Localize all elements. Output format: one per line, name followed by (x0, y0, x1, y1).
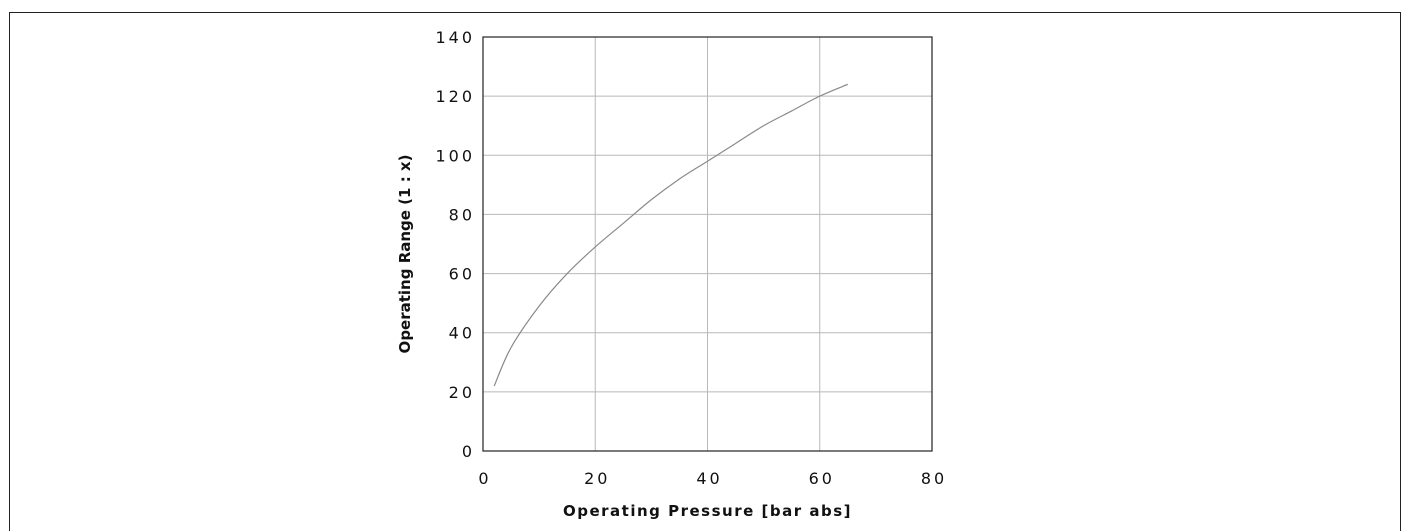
grid-lines (482, 36, 933, 452)
y-axis-title: Operating Range (1 : x) (396, 155, 414, 354)
y-tick-labels: 0 20 40 60 80 100 120 140 (435, 28, 475, 461)
y-tick-label: 0 (462, 442, 475, 461)
x-tick-label: 80 (921, 469, 947, 488)
plot-area-border (482, 36, 933, 452)
y-tick-label: 100 (435, 146, 475, 165)
chart-frame (9, 12, 1401, 531)
series-layer (493, 83, 849, 387)
x-axis-title: Operating Pressure [bar abs] (563, 502, 852, 520)
x-tick-labels: 0 20 40 60 80 (478, 469, 947, 488)
y-tick-label: 40 (449, 324, 475, 343)
y-tick-label: 60 (449, 265, 475, 284)
y-tick-label: 20 (449, 383, 475, 402)
y-tick-label: 80 (449, 205, 475, 224)
y-tick-label: 140 (435, 28, 475, 47)
x-tick-label: 60 (809, 469, 835, 488)
x-tick-label: 20 (584, 469, 610, 488)
series-line (493, 83, 849, 387)
x-tick-label: 40 (696, 469, 722, 488)
y-tick-label: 120 (435, 87, 475, 106)
x-tick-label: 0 (478, 469, 491, 488)
